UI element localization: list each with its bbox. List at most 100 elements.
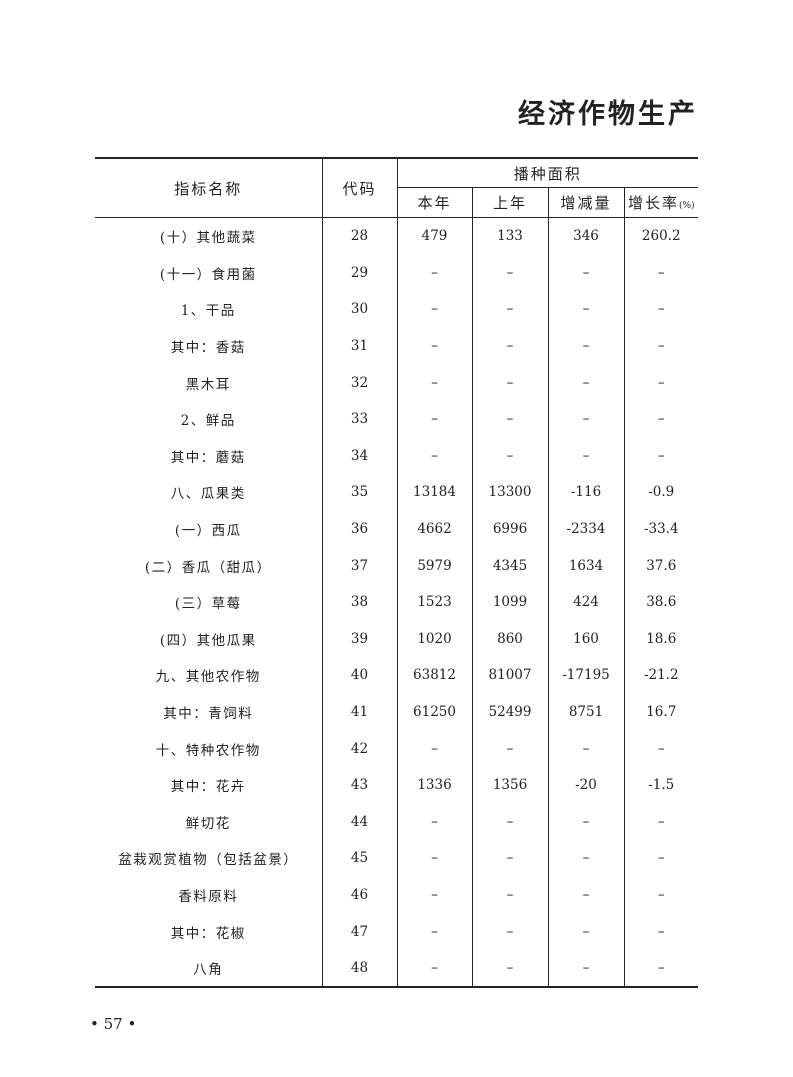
cell-change: -17195 xyxy=(547,657,624,694)
cell-this-year: – xyxy=(396,291,472,328)
cell-this-year: 63812 xyxy=(396,657,472,694)
cell-name: 盆栽观赏植物（包括盆景） xyxy=(118,852,299,869)
cell-name: (二）香瓜（甜瓜） xyxy=(144,559,272,576)
cell-change: – xyxy=(547,254,624,292)
cell-this-year: 13184 xyxy=(396,474,472,511)
table-row: 盆栽观赏植物（包括盆景） 45– – – – xyxy=(95,840,699,877)
crop-area-table: 指标名称 代码 播种面积 本年 上年 增减量 增长率(%) (十）其他蔬菜 28 4… xyxy=(95,157,699,989)
table-row: (十一）食用菌 29– – – – xyxy=(95,254,699,292)
cell-this-year: – xyxy=(396,437,472,475)
cell-name: (三）草莓 xyxy=(174,596,242,613)
table-row: 1、干品 30– – – – xyxy=(95,291,699,328)
cell-last-year: 81007 xyxy=(471,657,548,694)
cell-name: (四）其他瓜果 xyxy=(159,632,257,649)
table-row: 八角 48– – – – xyxy=(95,949,699,988)
cell-growth: 18.6 xyxy=(623,620,699,658)
table-row: 八、瓜果类 35 13184 13300 -116 -0.9 xyxy=(95,474,699,511)
cell-growth: – xyxy=(623,949,699,988)
cell-change: 160 xyxy=(547,620,624,658)
cell-growth: -1.5 xyxy=(623,766,699,804)
cell-this-year: 5979 xyxy=(396,547,472,584)
cell-last-year: – xyxy=(471,803,548,841)
table-row: 香料原料 46– – – – xyxy=(95,876,699,914)
cell-last-year: – xyxy=(471,437,548,475)
cell-this-year: 4662 xyxy=(396,510,472,548)
cell-code: 36 xyxy=(321,510,397,548)
cell-this-year: 61250 xyxy=(396,693,472,731)
cell-code: 40 xyxy=(321,657,397,694)
cell-change: – xyxy=(547,840,624,877)
cell-name: 其中：香菇 xyxy=(170,340,246,357)
cell-code: 29 xyxy=(321,254,397,292)
cell-name: 黑木耳 xyxy=(185,376,231,393)
cell-this-year: 479 xyxy=(396,217,472,255)
header-code: 代码 xyxy=(321,158,397,218)
cell-this-year: 1523 xyxy=(396,583,472,621)
cell-code: 42 xyxy=(321,730,397,767)
cell-change: -2334 xyxy=(547,510,624,548)
cell-last-year: 133 xyxy=(471,217,548,255)
cell-last-year: – xyxy=(471,254,548,292)
cell-code: 48 xyxy=(321,949,397,988)
table-row: (二）香瓜（甜瓜） 37 5979 4345 1634 37.6 xyxy=(95,547,699,584)
cell-growth: -21.2 xyxy=(623,657,699,694)
table-row: 2、鲜品 33– – – – xyxy=(95,400,699,438)
cell-growth: – xyxy=(623,437,699,475)
cell-name: 八、瓜果类 xyxy=(170,486,246,503)
cell-change: – xyxy=(547,949,624,988)
cell-change: -116 xyxy=(547,474,624,511)
cell-change: 346 xyxy=(547,217,624,255)
cell-growth: 16.7 xyxy=(623,693,699,731)
cell-last-year: – xyxy=(471,364,548,401)
cell-growth: -0.9 xyxy=(623,474,699,511)
cell-this-year: – xyxy=(396,876,472,914)
cell-this-year: – xyxy=(396,400,472,438)
cell-change: – xyxy=(547,291,624,328)
header-name: 指标名称 xyxy=(95,158,322,218)
cell-name: 其中：花卉 xyxy=(170,779,246,796)
header-this-year: 本年 xyxy=(396,187,472,218)
cell-last-year: – xyxy=(471,913,548,950)
cell-name: 鲜切花 xyxy=(185,815,231,832)
table-row: 九、其他农作物 40 63812 81007 -17195 -21.2 xyxy=(95,657,699,694)
cell-last-year: 1356 xyxy=(471,766,548,804)
cell-name: 其中：青饲料 xyxy=(163,706,254,723)
header-growth-unit: (%) xyxy=(678,201,695,211)
cell-growth: 38.6 xyxy=(623,583,699,621)
cell-last-year: – xyxy=(471,400,548,438)
cell-code: 41 xyxy=(321,693,397,731)
cell-name: (十）其他蔬菜 xyxy=(159,230,257,247)
table-row: (十）其他蔬菜 28 479 133 346 260.2 xyxy=(95,217,699,255)
cell-code: 35 xyxy=(321,474,397,511)
cell-growth: – xyxy=(623,840,699,877)
cell-code: 32 xyxy=(321,364,397,401)
table-row: 黑木耳 32– – – – xyxy=(95,364,699,401)
cell-code: 33 xyxy=(321,400,397,438)
cell-growth: 260.2 xyxy=(623,217,699,255)
cell-growth: – xyxy=(623,291,699,328)
cell-name: 香料原料 xyxy=(178,888,239,905)
cell-growth: – xyxy=(623,254,699,292)
table-row: 其中：花卉 43 1336 1356 -20 -1.5 xyxy=(95,766,699,804)
cell-this-year: – xyxy=(396,327,472,365)
cell-change: – xyxy=(547,437,624,475)
cell-growth: – xyxy=(623,876,699,914)
cell-last-year: – xyxy=(471,291,548,328)
cell-code: 44 xyxy=(321,803,397,841)
header-last-year: 上年 xyxy=(471,187,548,218)
cell-last-year: – xyxy=(471,840,548,877)
cell-change: – xyxy=(547,327,624,365)
cell-change: 8751 xyxy=(547,693,624,731)
cell-this-year: – xyxy=(396,913,472,950)
header-sown-area: 播种面积 xyxy=(396,158,699,188)
table-row: 其中：香菇 31– – – – xyxy=(95,327,699,365)
cell-this-year: – xyxy=(396,803,472,841)
page-title: 经济作物生产 xyxy=(518,99,698,130)
cell-change: – xyxy=(547,400,624,438)
cell-this-year: – xyxy=(396,730,472,767)
cell-last-year: 13300 xyxy=(471,474,548,511)
cell-growth: – xyxy=(623,913,699,950)
cell-growth: -33.4 xyxy=(623,510,699,548)
cell-last-year: – xyxy=(471,949,548,988)
table-row: (三）草莓 38 1523 1099 424 38.6 xyxy=(95,583,699,621)
